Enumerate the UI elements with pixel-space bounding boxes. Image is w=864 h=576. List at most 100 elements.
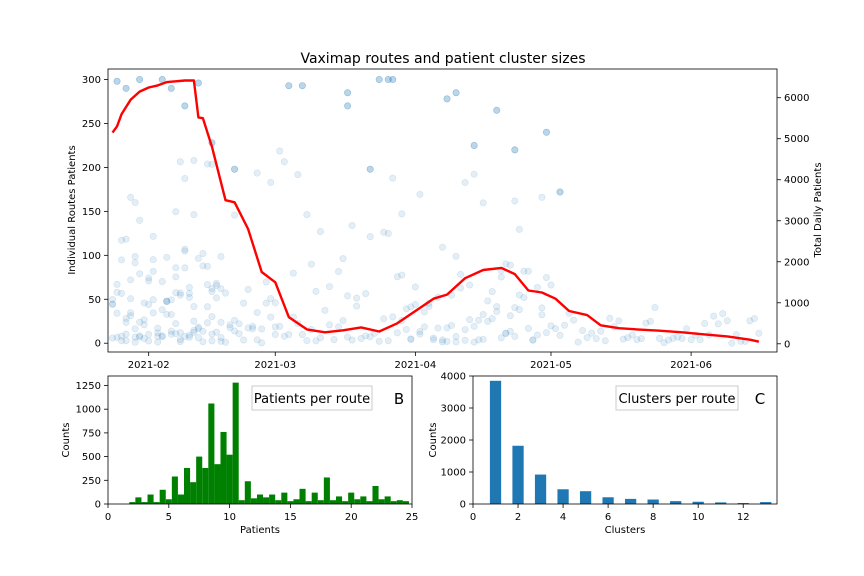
route-point [271, 299, 279, 307]
route-point [443, 95, 451, 103]
patients-x-ticks: 0 5 10 15 20 25 [105, 504, 418, 523]
clusters-bar [489, 380, 502, 504]
patients-bar [190, 482, 197, 504]
clusters-annotation: Clusters per route [618, 392, 735, 407]
patients-y-ticks: 0 250 500 750 1000 1250 [76, 381, 108, 511]
route-point [172, 273, 180, 281]
route-point [145, 337, 153, 345]
patients-annotation-box [251, 385, 373, 411]
y-tick-label: 1000 [76, 405, 101, 416]
route-point [511, 304, 519, 312]
route-point [194, 323, 202, 331]
route-point [592, 335, 600, 343]
route-point [258, 339, 266, 347]
route-point [552, 325, 560, 333]
route-point [335, 323, 343, 331]
route-point [136, 318, 144, 326]
route-point [235, 330, 243, 338]
route-point [199, 249, 207, 257]
route-point [208, 313, 216, 321]
patients-bar [159, 489, 166, 504]
patients-bar [226, 454, 233, 504]
route-point [217, 253, 225, 261]
route-point [109, 296, 117, 304]
patients-per-route-panel: 0 5 10 15 20 25 0 250 500 750 1000 1250 Patients p… [61, 375, 418, 536]
route-point [199, 327, 207, 335]
route-point [163, 297, 171, 305]
route-point [244, 324, 252, 332]
route-point [122, 235, 130, 243]
route-point [181, 174, 189, 182]
route-point [438, 336, 446, 344]
routes-panel: Vaximap routes and patient cluster sizes… [67, 51, 824, 371]
route-point [122, 330, 130, 338]
route-point [416, 190, 424, 198]
y-tick-label: 2000 [441, 436, 466, 447]
route-point [194, 254, 202, 262]
route-point [145, 300, 153, 308]
route-point [384, 229, 392, 237]
route-point [416, 330, 424, 338]
route-point [181, 102, 189, 110]
route-point [366, 165, 374, 173]
route-point [579, 326, 587, 334]
patients-bar [390, 501, 397, 504]
route-point [335, 268, 343, 276]
route-point [149, 267, 157, 275]
route-point [710, 312, 718, 320]
patients-bar [147, 494, 154, 504]
route-point [561, 321, 569, 329]
route-point [113, 280, 121, 288]
route-point [470, 338, 478, 346]
clusters-bars [489, 380, 772, 504]
y-tick-label: 0 [95, 339, 101, 350]
route-point [307, 260, 315, 268]
route-point [470, 322, 478, 330]
route-point [606, 314, 614, 322]
x-tick-label: 0 [105, 512, 111, 523]
patients-bar [171, 476, 178, 504]
route-point [217, 285, 225, 293]
route-point [393, 273, 401, 281]
patients-bar [220, 431, 227, 504]
x-tick-label: 20 [345, 512, 358, 523]
routes-y-ticks: 0 50 100 150 200 250 300 [82, 75, 108, 350]
route-point [755, 329, 763, 337]
clusters-annotation-box [615, 385, 739, 411]
patients-bar [329, 500, 336, 504]
route-point [190, 328, 198, 336]
route-point [646, 317, 654, 325]
y-tick-label: 3000 [441, 404, 466, 415]
route-point [131, 259, 139, 267]
route-point [231, 327, 239, 335]
routes-y-axis-label: Individual Routes Patients [67, 145, 78, 274]
route-point [194, 325, 202, 333]
route-point [633, 336, 641, 344]
clusters-per-route-panel: 0 2 4 6 8 10 12 0 1000 2000 3000 4000 Clusters per… [428, 372, 778, 536]
route-point [429, 334, 437, 342]
routes-y2-axis-label: Total Daily Patients [813, 162, 824, 258]
x-tick-label: 2021-02 [128, 360, 170, 371]
clusters-bar [602, 497, 614, 504]
y2-tick-label: 2000 [784, 257, 809, 268]
y-tick-label: 1250 [76, 381, 101, 392]
route-point [357, 334, 365, 342]
route-point [362, 290, 370, 298]
y2-tick-label: 0 [784, 339, 790, 350]
patients-bar [275, 500, 282, 504]
patients-x-axis-label: Patients [240, 525, 280, 536]
route-point [140, 316, 148, 324]
route-point [316, 227, 324, 235]
route-point [461, 336, 469, 344]
route-point [181, 333, 189, 341]
route-point [389, 313, 397, 321]
clusters-bar [692, 501, 704, 504]
route-point [163, 297, 171, 305]
route-point [136, 216, 144, 224]
route-point [411, 300, 419, 308]
route-point [678, 335, 686, 343]
route-point [637, 335, 645, 343]
route-point [470, 170, 478, 178]
route-point [217, 334, 225, 342]
patients-bar [317, 500, 324, 504]
